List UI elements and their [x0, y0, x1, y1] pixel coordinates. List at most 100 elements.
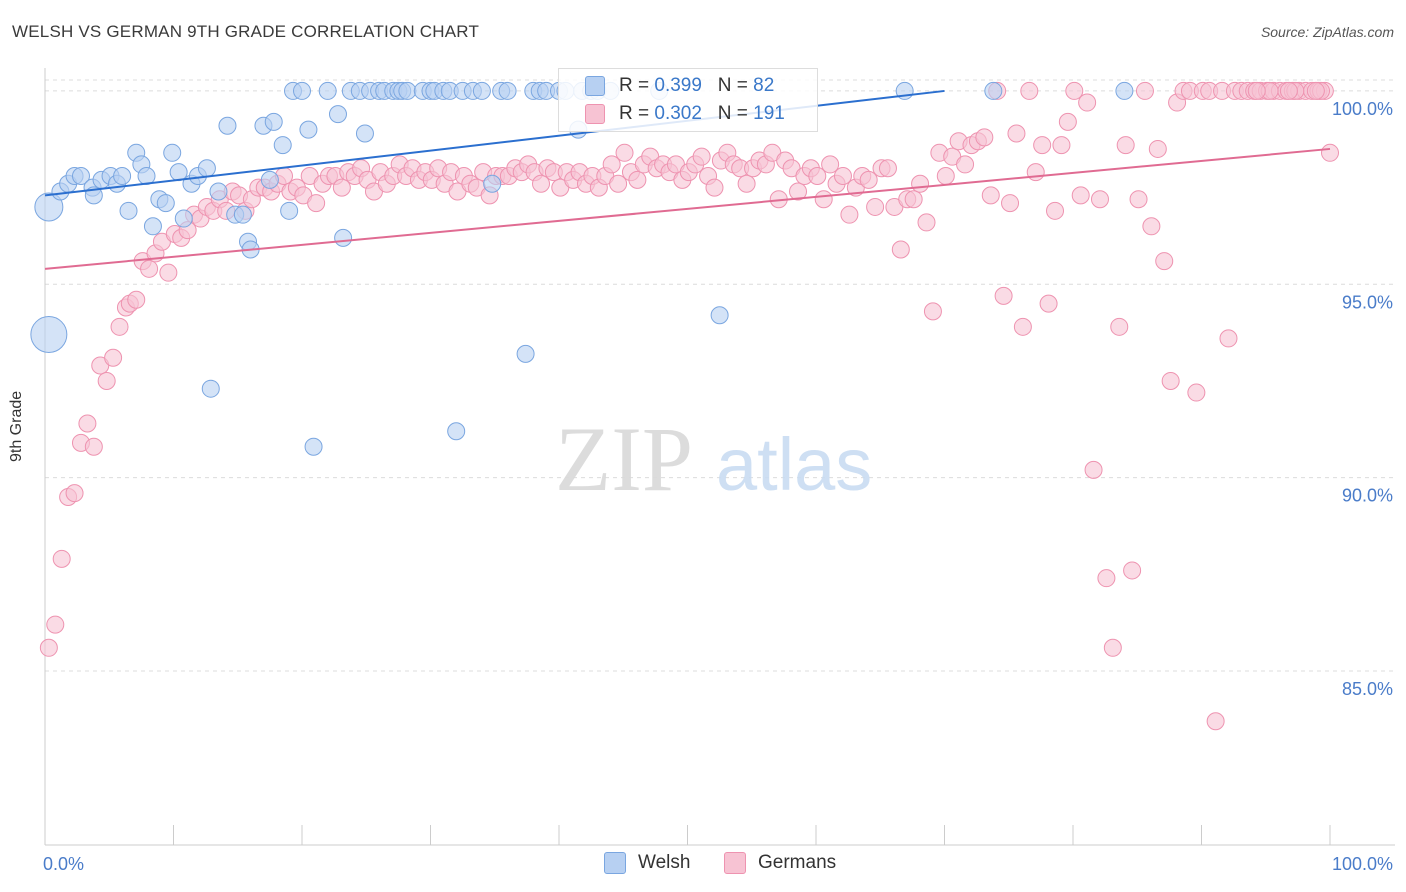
germans-point	[1078, 93, 1097, 112]
welsh-point	[398, 81, 417, 100]
germans-point	[923, 302, 942, 321]
welsh-point	[30, 316, 68, 354]
germans-point	[609, 174, 628, 193]
germans-point	[789, 182, 808, 201]
germans-point	[1279, 81, 1298, 100]
germans-point	[1135, 81, 1154, 100]
welsh-point	[34, 192, 64, 222]
germans-point	[904, 190, 923, 209]
germans-point	[1247, 81, 1266, 100]
germans-point	[1148, 139, 1167, 158]
germans-point	[956, 155, 975, 174]
series-legend: Welsh Germans	[0, 852, 1406, 878]
welsh-point	[143, 217, 162, 236]
welsh-point	[174, 209, 193, 228]
germans-trend-line	[44, 147, 1331, 270]
germans-point	[833, 167, 852, 186]
germans-point	[1110, 317, 1129, 336]
welsh-point	[318, 81, 337, 100]
welsh-point	[447, 422, 466, 441]
germans-point	[532, 174, 551, 193]
legend-row-germans: R = 0.302 N = 191	[585, 101, 785, 127]
welsh-point	[233, 205, 252, 224]
watermark: ZIP atlas	[555, 408, 872, 510]
germans-point	[1206, 712, 1225, 731]
welsh-point	[498, 81, 517, 100]
germans-point	[65, 484, 84, 503]
germans-point	[84, 437, 103, 456]
germans-point	[859, 170, 878, 189]
germans-point	[39, 638, 58, 657]
legend-row-welsh: R = 0.399 N = 82	[585, 73, 774, 99]
germans-point	[1020, 81, 1039, 100]
welsh-point	[113, 167, 132, 186]
germans-point	[891, 240, 910, 259]
germans-point	[1033, 136, 1052, 155]
germans-point	[110, 317, 129, 336]
welsh-n-label: N =	[717, 75, 754, 96]
legend-label-germans: Germans	[758, 852, 837, 873]
welsh-point	[197, 159, 216, 178]
germans-point	[140, 259, 159, 278]
welsh-point	[710, 306, 729, 325]
germans-point	[866, 197, 885, 216]
germans-point	[1219, 329, 1238, 348]
welsh-r-value: 0.399	[654, 75, 702, 96]
germans-point	[1039, 294, 1058, 313]
germans-point	[840, 205, 859, 224]
chart-title: WELSH VS GERMAN 9TH GRADE CORRELATION CH…	[12, 22, 480, 41]
y-tick-label: 95.0%	[1342, 292, 1393, 312]
germans-point	[159, 263, 178, 282]
germans-point	[1123, 561, 1142, 580]
germans-point	[602, 155, 621, 174]
germans-swatch	[585, 104, 605, 124]
germans-point	[615, 143, 634, 162]
germans-point	[1187, 383, 1206, 402]
germans-point	[628, 170, 647, 189]
germans-point	[52, 549, 71, 568]
welsh-point	[334, 228, 353, 247]
germans-point	[1013, 317, 1032, 336]
welsh-point	[472, 81, 491, 100]
welsh-point	[304, 437, 323, 456]
welsh-n-value: 82	[753, 75, 775, 96]
germans-point	[1129, 190, 1148, 209]
welsh-point	[293, 81, 311, 100]
welsh-point	[280, 201, 299, 220]
tick-labels: 85.0% 90.0% 95.0% 100.0% 0.0% 100.0%	[43, 99, 1393, 874]
welsh-point	[260, 170, 279, 189]
welsh-point	[273, 136, 292, 155]
germans-point	[814, 190, 833, 209]
germans-point	[737, 174, 756, 193]
germans-point	[1097, 569, 1116, 588]
germans-point	[1306, 81, 1325, 100]
y-tick-label: 90.0%	[1342, 486, 1393, 506]
germans-point	[808, 167, 827, 186]
germans-point	[1142, 217, 1161, 236]
x-tick-label-min: 0.0%	[43, 854, 84, 874]
germans-point	[78, 414, 97, 433]
welsh-point	[483, 174, 502, 193]
welsh-point	[201, 379, 220, 398]
x-tick-label-max: 100.0%	[1332, 854, 1393, 874]
germans-point	[692, 147, 711, 166]
y-tick-label: 100.0%	[1332, 99, 1393, 119]
germans-r-value: 0.302	[654, 103, 702, 124]
germans-point	[1046, 201, 1065, 220]
germans-series	[39, 81, 1339, 731]
source-credit: Source: ZipAtlas.com	[1260, 24, 1394, 40]
germans-point	[981, 186, 1000, 205]
germans-point	[97, 371, 116, 390]
welsh-r-label: R =	[619, 75, 655, 96]
germans-point	[1161, 371, 1180, 390]
germans-point	[1065, 81, 1084, 100]
welsh-point	[299, 120, 318, 139]
welsh-point	[516, 344, 535, 363]
germans-point	[917, 213, 936, 232]
germans-point	[1155, 252, 1174, 271]
legend-item-welsh: Welsh	[604, 852, 690, 874]
germans-point	[1026, 163, 1045, 182]
germans-point	[1090, 190, 1109, 209]
watermark-atlas: atlas	[716, 423, 872, 506]
